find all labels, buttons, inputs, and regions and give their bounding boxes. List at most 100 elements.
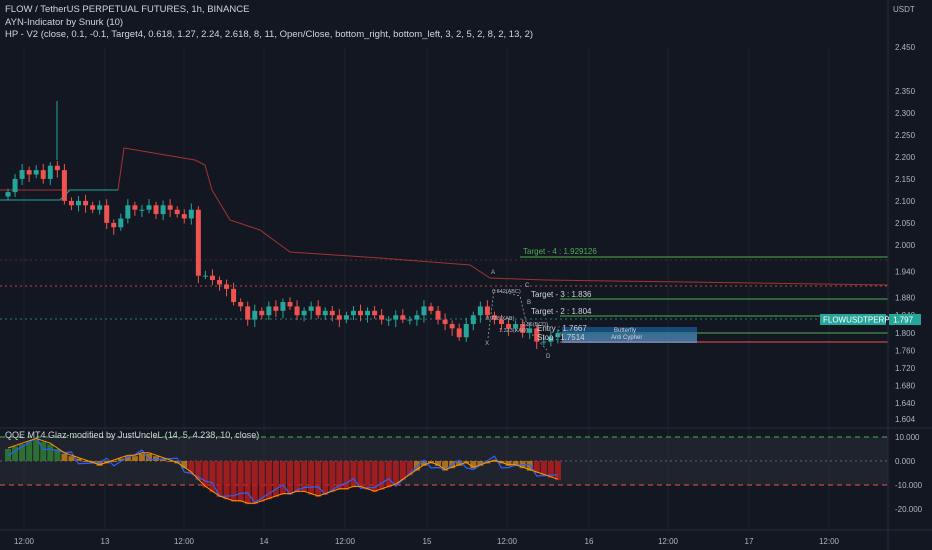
candle-body — [534, 328, 540, 342]
hist-bar — [287, 461, 293, 495]
candle-body — [139, 209, 145, 211]
time-tick: 14 — [260, 537, 269, 546]
candle-body — [372, 310, 378, 316]
candle-body — [26, 170, 32, 175]
hist-bar — [153, 456, 160, 461]
hist-bar — [19, 444, 26, 461]
osc-tick: 10.000 — [895, 433, 920, 442]
price-tick: 1.604 — [895, 415, 916, 424]
hist-bar — [188, 461, 195, 473]
hist-bar — [378, 461, 385, 490]
hist-bar — [230, 461, 237, 502]
price-tick: 1.640 — [895, 399, 916, 408]
osc-axis[interactable]: 10.000 0.000 -10.000 -20.000 — [895, 433, 923, 514]
price-tick: 2.200 — [895, 153, 916, 162]
candle-body — [315, 306, 321, 316]
hist-bar — [131, 456, 138, 461]
candle-body — [336, 315, 342, 320]
hist-bar — [294, 461, 301, 493]
candle-body — [5, 192, 11, 197]
time-tick: 12:00 — [174, 537, 195, 546]
candle-body — [111, 222, 117, 228]
hist-bar — [406, 461, 413, 476]
hist-bar — [146, 453, 152, 461]
hist-bar — [322, 461, 329, 495]
price-tick: 1.720 — [895, 364, 916, 373]
target4-label: Target - 4 : 1.929126 — [523, 247, 597, 256]
candle-body — [280, 302, 286, 311]
candle-body — [506, 324, 512, 329]
candle-body — [97, 205, 103, 210]
price-tick: 2.350 — [895, 87, 916, 96]
price-tick: 2.450 — [895, 43, 916, 52]
hist-bar — [399, 461, 406, 481]
candle-body — [132, 205, 138, 210]
hist-bar — [477, 461, 484, 466]
hist-bar — [258, 461, 265, 502]
hist-bar — [12, 446, 19, 461]
symbol-tag: FLOWUSDTPERP — [823, 316, 890, 325]
price-tick: 1.880 — [895, 294, 916, 303]
pattern-point-x: X — [485, 341, 489, 347]
hist-bar — [244, 461, 251, 505]
hist-bar — [343, 461, 350, 490]
hist-bar — [272, 461, 279, 497]
osc-tick: 0.000 — [895, 457, 916, 466]
hist-bar — [512, 461, 519, 466]
candle-body — [484, 306, 490, 316]
pattern-point-c: C — [525, 283, 530, 289]
pattern-butterfly: Butterfly — [614, 328, 636, 334]
hist-bar — [505, 461, 512, 466]
hist-bar — [371, 461, 378, 493]
harmonic-pattern — [487, 289, 548, 351]
target3-label: Target - 3 : 1.836 — [531, 290, 592, 299]
hist-bar — [54, 449, 61, 461]
candle-body — [167, 205, 173, 210]
candle-body — [146, 205, 152, 210]
hist-bar — [329, 461, 336, 493]
pattern-point-a: A — [491, 270, 495, 276]
hist-bar — [75, 458, 82, 461]
hist-bar — [124, 456, 131, 461]
hist-bar — [301, 461, 308, 493]
hist-bar — [279, 461, 286, 495]
hist-bar — [350, 461, 357, 488]
hist-bar — [26, 441, 33, 461]
hist-bar — [470, 461, 477, 469]
hist-bar — [68, 456, 75, 461]
candle-body — [181, 214, 187, 219]
price-axis[interactable]: 2.450 2.350 2.300 2.250 2.200 2.150 2.100 2.050… — [895, 43, 916, 424]
candle-body — [125, 205, 131, 219]
price-tick: 1.680 — [895, 382, 916, 391]
hist-bar — [216, 461, 223, 497]
candle-body — [195, 209, 201, 276]
candle-body — [541, 341, 547, 343]
last-price-label: 1.797 — [893, 316, 914, 325]
candle-body — [273, 306, 279, 311]
time-axis[interactable]: 12:00 13 12:00 14 12:00 15 12:00 16 12:00 17 12:00 — [14, 537, 840, 546]
hist-bar — [526, 461, 533, 471]
hist-bar — [413, 461, 420, 471]
candle-body — [202, 275, 208, 277]
candle-body — [477, 306, 483, 316]
hist-bar — [540, 461, 547, 476]
hist-bar — [265, 461, 272, 500]
hist-bar — [138, 453, 145, 461]
candle-body — [407, 319, 413, 321]
hist-bar — [82, 461, 89, 462]
candle-body — [386, 319, 392, 321]
hist-bar — [385, 461, 392, 488]
candle-body — [365, 310, 371, 316]
candle-body — [463, 324, 469, 338]
osc-tick: -10.000 — [895, 481, 923, 490]
time-tick: 12:00 — [497, 537, 518, 546]
candle-body — [301, 310, 307, 316]
hist-bar — [47, 444, 54, 461]
price-tick: 2.050 — [895, 219, 916, 228]
entry-label: Entry : 1.7667 — [537, 324, 587, 333]
candle-body — [252, 310, 258, 320]
candle-body — [343, 315, 349, 320]
candle-body — [393, 315, 399, 320]
candle-body — [428, 306, 434, 311]
